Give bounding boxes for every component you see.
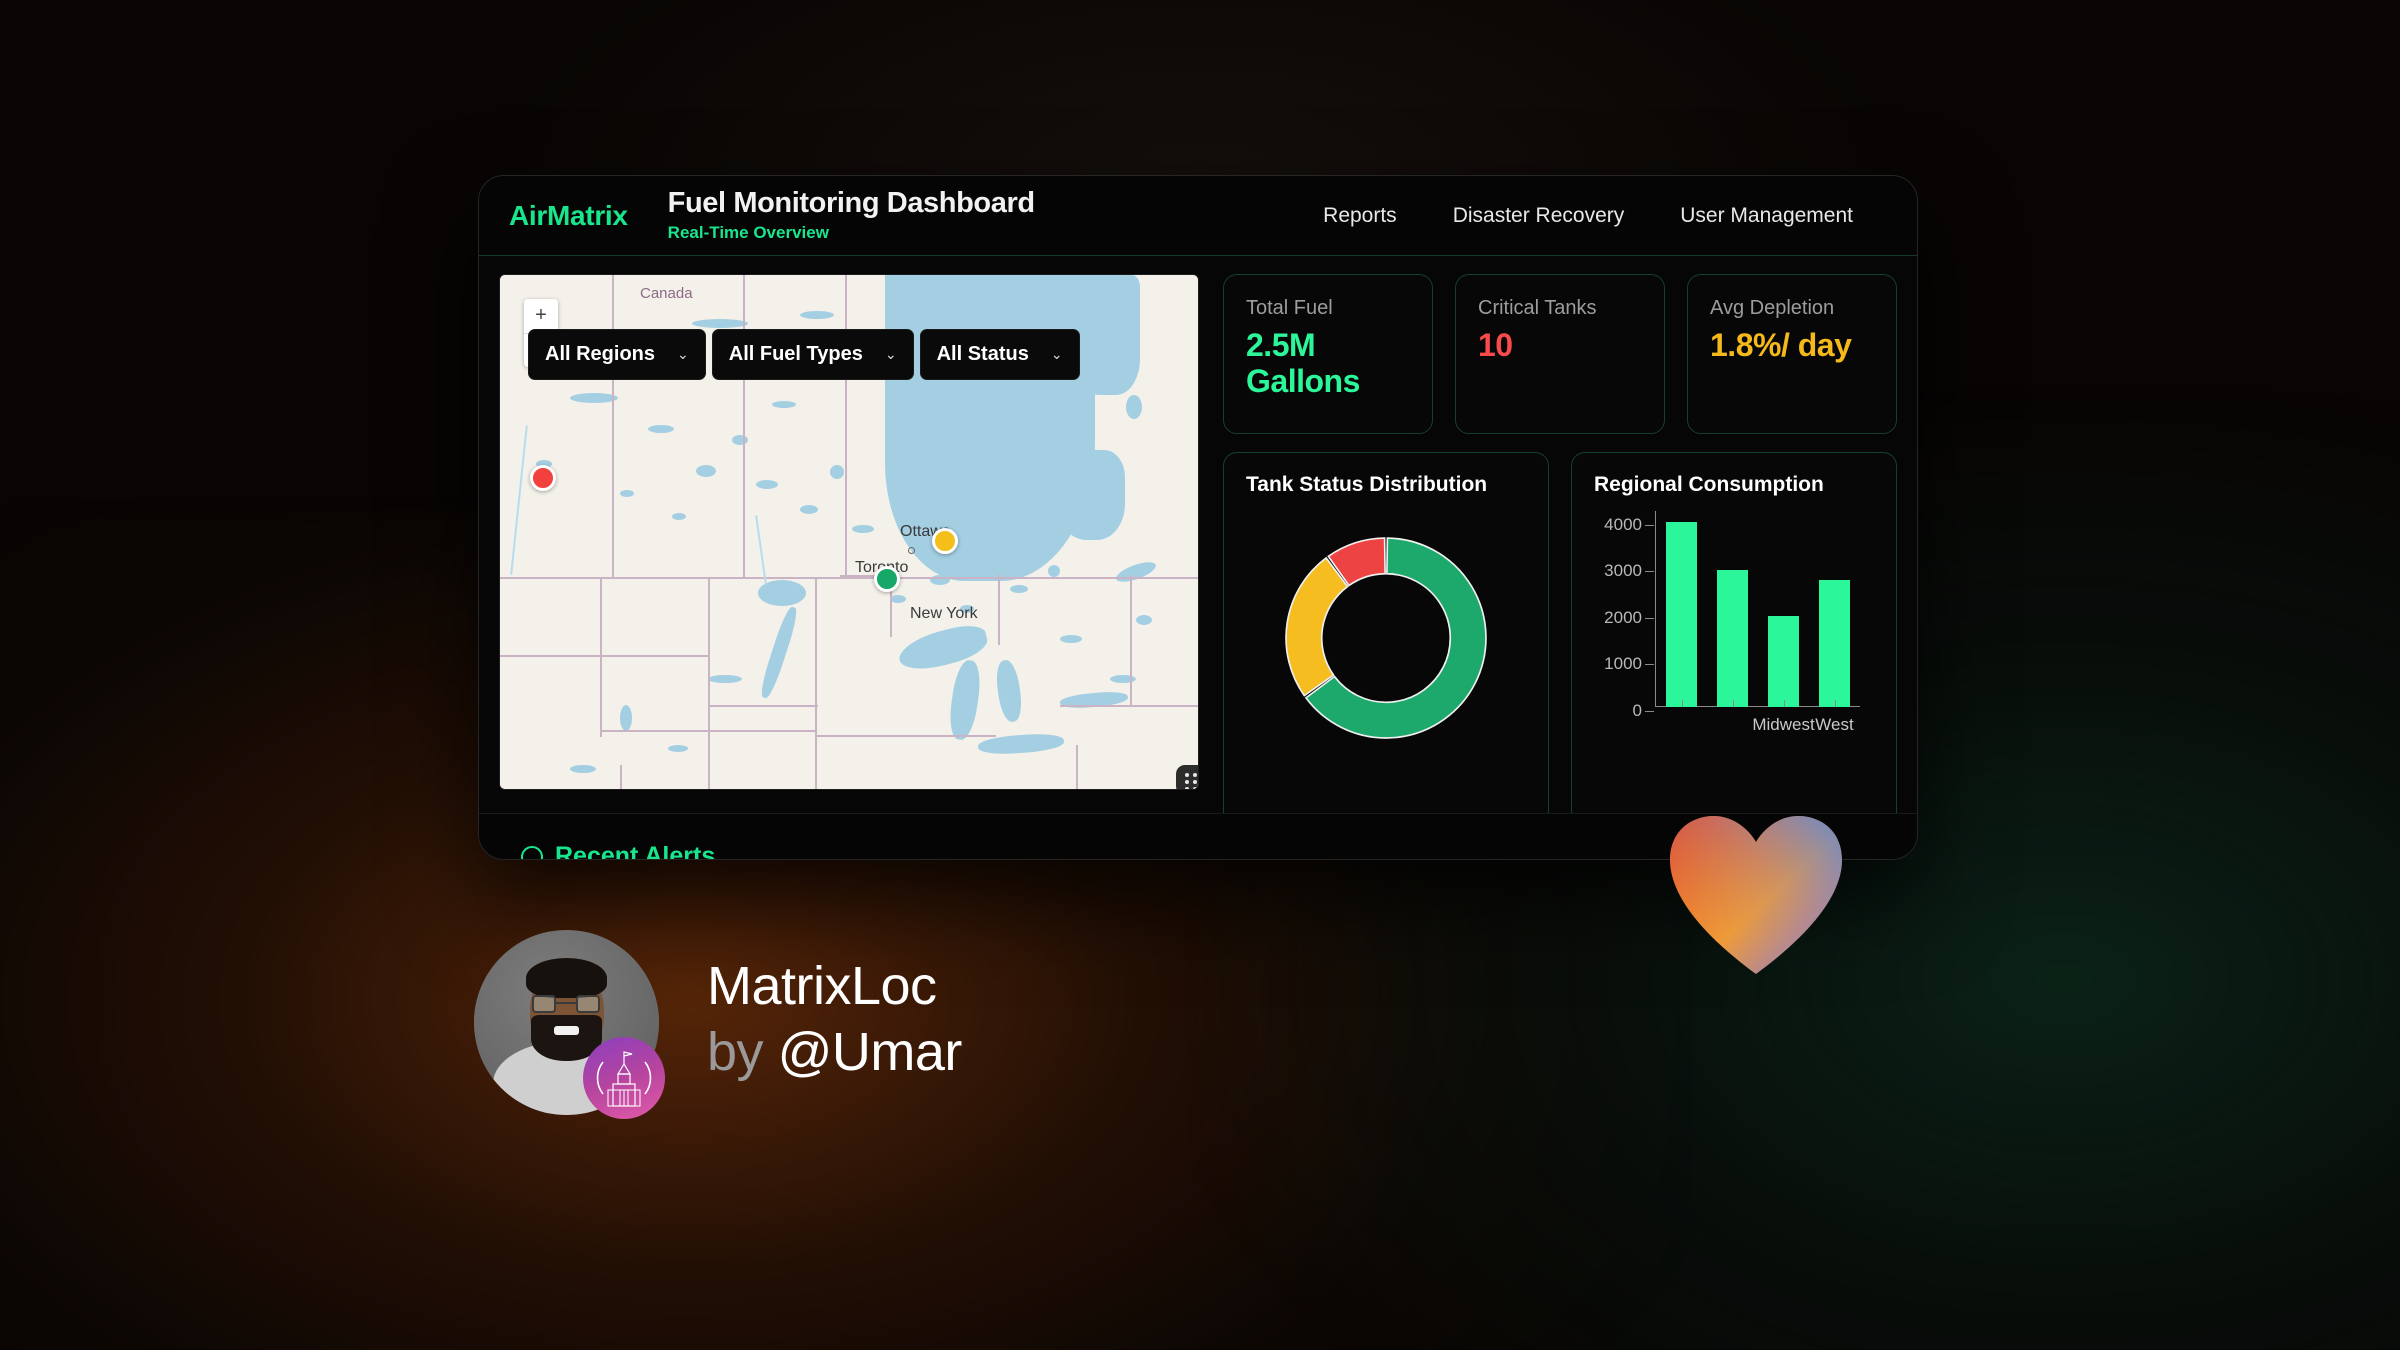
- main-nav: Reports Disaster Recovery User Managemen…: [1295, 204, 1917, 228]
- kpi-card-total-fuel: Total Fuel 2.5M Gallons: [1223, 274, 1433, 434]
- x-axis-line: [1655, 706, 1860, 707]
- y-tick-label: 2000: [1604, 607, 1642, 627]
- title-block: Fuel Monitoring Dashboard Real-Time Over…: [668, 188, 1035, 242]
- y-tick-label: 4000: [1604, 514, 1642, 534]
- nav-item-user-management[interactable]: User Management: [1680, 203, 1853, 227]
- dashboard-body: Canada Ottawa Toronto New York + − All R…: [479, 256, 1917, 859]
- nav-item-disaster-recovery[interactable]: Disaster Recovery: [1452, 203, 1625, 227]
- map-water-lake-ontario: [1059, 690, 1129, 710]
- map-filter-bar: All Regions ⌄ All Fuel Types ⌄ All Statu…: [528, 329, 1080, 380]
- project-name: MatrixLoc: [707, 955, 937, 1016]
- region-filter-value: All Regions: [545, 343, 656, 365]
- fuel-type-filter-value: All Fuel Types: [728, 343, 863, 365]
- tower-logo-icon: [596, 1051, 652, 1107]
- page-title: Fuel Monitoring Dashboard: [667, 187, 1035, 220]
- metrics-column: Total Fuel 2.5M Gallons Critical Tanks 1…: [1223, 274, 1897, 859]
- fuel-type-filter-select[interactable]: All Fuel Types ⌄: [711, 329, 914, 380]
- kpi-label: Avg Depletion: [1710, 297, 1835, 319]
- map-label-canada: Canada: [640, 285, 693, 302]
- y-tick-label: 1000: [1604, 654, 1642, 674]
- y-tick-label: 3000: [1604, 561, 1642, 581]
- bar-south[interactable]: [1717, 570, 1748, 707]
- fuel-tank-map[interactable]: Canada Ottawa Toronto New York + − All R…: [499, 274, 1199, 790]
- map-water-body: [1055, 450, 1125, 540]
- map-water-body: [757, 605, 801, 700]
- kpi-label: Critical Tanks: [1478, 297, 1597, 319]
- brand-logo[interactable]: AirMatrix: [509, 199, 628, 231]
- recent-alerts-title: Recent Alerts: [555, 842, 716, 860]
- status-filter-select[interactable]: All Status ⌄: [919, 329, 1080, 380]
- map-city-new-york: New York: [910, 605, 978, 622]
- nav-item-reports[interactable]: Reports: [1323, 203, 1397, 227]
- tank-status-distribution-chart: Tank Status Distribution: [1223, 452, 1549, 859]
- page-subtitle: Real-Time Overview: [667, 222, 829, 242]
- donut-svg: [1285, 537, 1487, 739]
- map-water-body: [1113, 558, 1159, 586]
- bar-plot-area: [1656, 511, 1860, 707]
- regional-consumption-chart: Regional Consumption 0 1000 2000 3000 4000 M…: [1571, 452, 1897, 859]
- by-label: by: [707, 1021, 764, 1082]
- author-handle: @Umar: [777, 1021, 963, 1082]
- map-water-lake-michigan: [946, 658, 984, 742]
- region-filter-select[interactable]: All Regions ⌄: [528, 329, 706, 380]
- bar-north[interactable]: [1666, 522, 1697, 707]
- kpi-row: Total Fuel 2.5M Gallons Critical Tanks 1…: [1223, 274, 1897, 434]
- map-resize-handle[interactable]: [1176, 765, 1198, 789]
- chevron-down-icon: ⌄: [884, 346, 897, 362]
- bar-midwest[interactable]: [1768, 615, 1799, 707]
- x-tick-label: Midwest: [1752, 715, 1815, 734]
- kpi-card-critical-tanks: Critical Tanks 10: [1455, 274, 1665, 434]
- avatar-wrap: [474, 930, 665, 1119]
- chart-title: Tank Status Distribution: [1246, 473, 1488, 496]
- map-marker-critical[interactable]: [530, 465, 556, 491]
- donut-slice-normal[interactable]: [1304, 537, 1487, 739]
- donut-slice-critical[interactable]: [1327, 537, 1386, 587]
- bar-chart: 0 1000 2000 3000 4000 Midwest West: [1594, 507, 1874, 737]
- map-marker-normal[interactable]: [874, 566, 900, 592]
- bell-icon: [521, 845, 543, 859]
- y-axis: 0 1000 2000 3000 4000: [1594, 507, 1656, 720]
- dashboard-window: AirMatrix Fuel Monitoring Dashboard Real…: [478, 175, 1918, 860]
- x-tick-label: West: [1815, 715, 1854, 734]
- credit-block: MatrixLoc by @Umar: [474, 930, 962, 1119]
- kpi-value: 2.5M Gallons: [1246, 327, 1360, 399]
- map-water-lake-huron: [993, 658, 1025, 724]
- status-filter-value: All Status: [936, 343, 1029, 365]
- map-border: [612, 275, 614, 577]
- donut-chart: [1246, 507, 1526, 757]
- chevron-down-icon: ⌄: [1050, 346, 1063, 362]
- app-titlebar: AirMatrix Fuel Monitoring Dashboard Real…: [479, 176, 1917, 256]
- kpi-card-avg-depletion: Avg Depletion 1.8%/ day: [1687, 274, 1897, 434]
- kpi-value: 10: [1478, 327, 1513, 363]
- project-author: by @Umar: [707, 1019, 962, 1087]
- credit-text: MatrixLoc by @Umar: [707, 959, 962, 1087]
- chart-title: Regional Consumption: [1594, 473, 1824, 496]
- kpi-label: Total Fuel: [1246, 297, 1333, 319]
- heart-icon: [1668, 812, 1844, 976]
- charts-row: Tank Status Distribution Regional Consum…: [1223, 452, 1897, 859]
- chevron-down-icon: ⌄: [677, 346, 689, 362]
- kpi-value: 1.8%/ day: [1710, 327, 1852, 363]
- bar-west[interactable]: [1819, 580, 1850, 707]
- map-capital-icon: [908, 547, 915, 554]
- community-badge: [583, 1037, 665, 1119]
- donut-slice-warning[interactable]: [1285, 556, 1349, 697]
- y-axis-line: [1655, 511, 1656, 707]
- y-tick-label: 0: [1632, 701, 1642, 720]
- map-marker-warning[interactable]: [932, 528, 958, 554]
